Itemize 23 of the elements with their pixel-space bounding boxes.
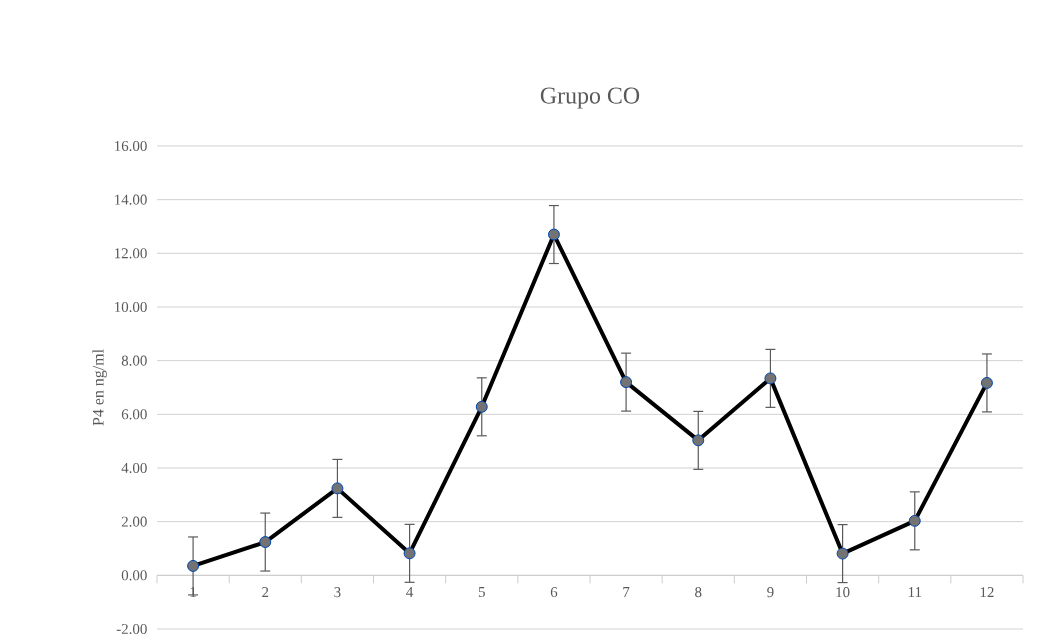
y-tick-label: 4.00 <box>121 462 147 473</box>
x-tick-label: 10 <box>836 586 850 597</box>
y-tick-label: 10.00 <box>115 301 147 312</box>
y-tick-label: 0.00 <box>121 570 147 581</box>
x-tick-label: 7 <box>623 586 630 597</box>
x-tick-label: 12 <box>980 586 994 597</box>
y-tick-label: 6.00 <box>121 409 147 420</box>
y-tick-label: 16.00 <box>115 140 147 151</box>
x-tick-label: 9 <box>767 586 774 597</box>
y-tick-label: -2.00 <box>116 623 147 634</box>
x-tick-label: 11 <box>908 586 922 597</box>
y-tick-label: 14.00 <box>115 194 147 205</box>
x-tick-label: 3 <box>334 586 341 597</box>
x-tick-label: 8 <box>695 586 702 597</box>
y-tick-label: 8.00 <box>121 355 147 366</box>
x-tick-label: 5 <box>478 586 485 597</box>
chart-title: Grupo CO <box>540 87 640 109</box>
y-tick-label: 2.00 <box>121 516 147 527</box>
x-tick-label: 2 <box>262 586 269 597</box>
x-tick-label: 4 <box>406 586 414 597</box>
y-tick-label: 12.00 <box>115 248 147 259</box>
y-axis-title: P4 en ng/ml <box>92 349 107 426</box>
x-tick-label: 6 <box>550 586 558 597</box>
